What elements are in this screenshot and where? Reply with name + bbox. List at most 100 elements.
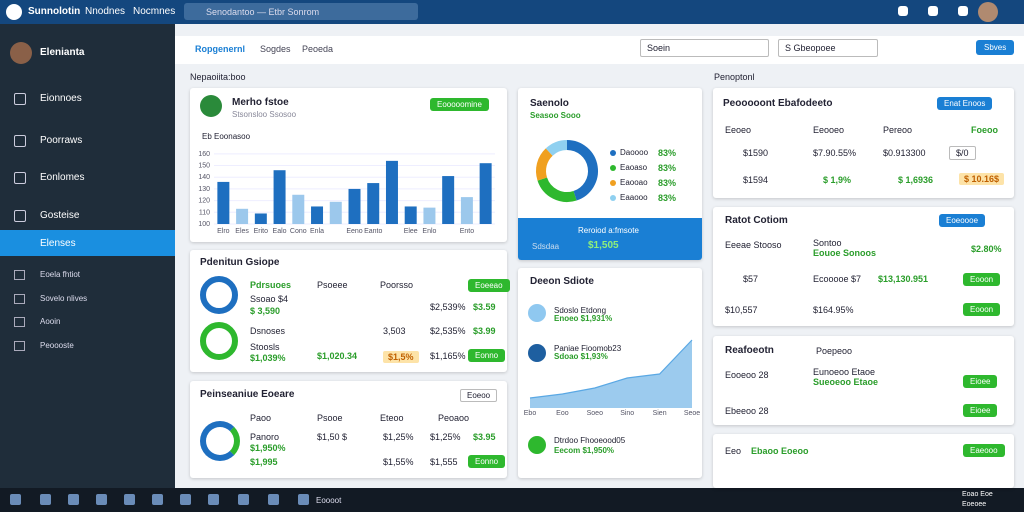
card-title: Peinseaniue Eoeare <box>200 389 295 400</box>
bar <box>367 183 380 224</box>
cell: Eunoeoo Etaoe <box>813 367 876 377</box>
x-tick-label: Ento <box>460 228 475 235</box>
cell: $1,25% <box>383 432 414 442</box>
tab: Poepeoo <box>816 346 853 356</box>
performance-card: Peinseaniue Eoeare Eoeoo Paoo Psooe Eteoo Peo… <box>190 381 507 478</box>
reports-card: Reafoeotn Poepeoo Eooeoo 28 Eunoeoo Etaoe Su… <box>713 336 1014 425</box>
menu-item: Nnodnes <box>85 6 126 17</box>
icon <box>958 6 968 16</box>
bar <box>273 170 286 224</box>
cell[interactable]: Eooon <box>963 273 1001 286</box>
bar <box>236 208 249 224</box>
nav-icon <box>14 210 26 222</box>
section-label: Nepaoiita:boo <box>190 72 246 82</box>
cell: $1,020.34 <box>317 351 358 361</box>
cell: 3,503 <box>383 326 406 336</box>
icon <box>898 6 908 16</box>
cell: Poorsso <box>380 280 414 290</box>
search-chip: Eoeoo <box>460 389 498 402</box>
card-title: Deeon Sdiote <box>530 276 594 287</box>
cell[interactable]: Eonno <box>468 455 506 468</box>
nav-subitem: Sovelo nlives <box>40 294 88 303</box>
cell: $13,130.951 <box>878 274 929 284</box>
nav-icon <box>14 93 26 105</box>
taskbar-app: Eoooot <box>316 496 342 505</box>
logo-icon <box>200 95 222 117</box>
cell: $1,165% <box>430 351 466 361</box>
cell: $2.80% <box>971 244 1002 254</box>
cell: Foeoo <box>971 125 998 135</box>
filter: Eb Eoonasoo <box>202 132 251 141</box>
legend-value: 83% <box>658 193 677 203</box>
cell: $ 1,6936 <box>898 175 934 185</box>
taskbar-icon <box>180 494 191 505</box>
logo <box>6 4 22 20</box>
bar <box>348 188 361 224</box>
chart: 100 110 120 130 140 150 160 Elro Eles Erito Ealo Co… <box>198 151 495 235</box>
card-button[interactable]: Eoeoooe <box>939 214 986 227</box>
nav-icon <box>14 270 25 280</box>
cell[interactable]: Eaeooo <box>963 444 1005 457</box>
bar <box>404 206 417 224</box>
search-text: Senodantoo — Etbr Sonrom <box>206 7 320 17</box>
cell: Eeooeo <box>813 125 845 135</box>
item-icon <box>528 304 546 322</box>
x-tick-label: Eles <box>235 228 249 235</box>
y-tick-label: 150 <box>198 163 210 170</box>
cell[interactable]: Eonno <box>468 349 506 362</box>
search-box[interactable] <box>184 3 418 20</box>
x-tick-label: Erito <box>254 228 269 235</box>
cell: $/0 <box>949 146 976 160</box>
cell: $1,555 <box>430 457 458 467</box>
cell: Eouoe Sonoos <box>813 248 876 258</box>
item-detail: Enoeo $1,931% <box>554 314 613 323</box>
clock-time: Eoao Eoe <box>962 491 993 498</box>
sidebar <box>0 24 175 488</box>
cell[interactable]: Eooon <box>963 303 1001 316</box>
card-title: Pdenitun Gsiope <box>200 257 280 268</box>
cell: Stoosls <box>250 342 280 352</box>
cell: $1,950% <box>250 443 286 453</box>
y-tick-label: 160 <box>198 151 210 158</box>
cell[interactable]: Eioee <box>963 375 998 388</box>
taskbar-icon <box>68 494 79 505</box>
header-bar <box>175 36 1024 64</box>
nav-icon <box>14 172 26 184</box>
cell: $1,039% <box>250 353 286 363</box>
card-title: Saenolo <box>530 98 569 109</box>
card-title: Peooooont Ebafodeeto <box>723 98 833 109</box>
report-card: Peooooont Ebafodeeto Enat Enoos Eeoeo Eeooe… <box>713 88 1014 198</box>
filter-field: S Gbeopoee <box>778 39 878 57</box>
donut-segment <box>566 140 598 201</box>
cell[interactable]: Eoeeao <box>468 279 510 292</box>
card-button[interactable]: Eooooomine <box>430 98 489 111</box>
x-tick-label: Soeo <box>587 410 603 416</box>
y-tick-label: 110 <box>199 209 210 216</box>
cell: Paoo <box>250 413 272 423</box>
ratio-card: Ratot Cotiom Eoeoooe Eeeae Stooso Sontoo Eou… <box>713 207 1014 326</box>
bar <box>423 207 436 224</box>
cell: $2,539% <box>430 302 466 312</box>
cell: $1590 <box>743 148 769 158</box>
cell: Eteoo <box>380 413 404 423</box>
cell: $1,995 <box>250 457 278 467</box>
x-tick-label: Elee <box>404 228 418 235</box>
save-button[interactable]: Sbves <box>976 40 1015 55</box>
nav-icon <box>14 317 25 327</box>
trend-card: Deeon Sdiote Sdoslo Etdong Enoeo $1,931% Pa… <box>518 268 702 478</box>
legend-label: Eaaooo <box>620 193 648 202</box>
bar <box>254 213 267 224</box>
bar <box>217 181 230 224</box>
topbar <box>0 0 1024 24</box>
x-tick-label: Eoo <box>556 410 569 416</box>
nav-icon <box>14 294 25 304</box>
area <box>530 340 692 408</box>
banner: Reroiod a:fmsote Sdsdaa $1,505 <box>518 218 702 260</box>
x-tick-label: Eeno <box>346 228 362 235</box>
cell: $3.59 <box>473 302 496 312</box>
cell[interactable]: Eioee <box>963 404 998 417</box>
cell: $1,25% <box>430 432 461 442</box>
taskbar-icon <box>10 494 21 505</box>
donut-segment <box>545 140 568 156</box>
card-button[interactable]: Enat Enoos <box>937 97 993 110</box>
